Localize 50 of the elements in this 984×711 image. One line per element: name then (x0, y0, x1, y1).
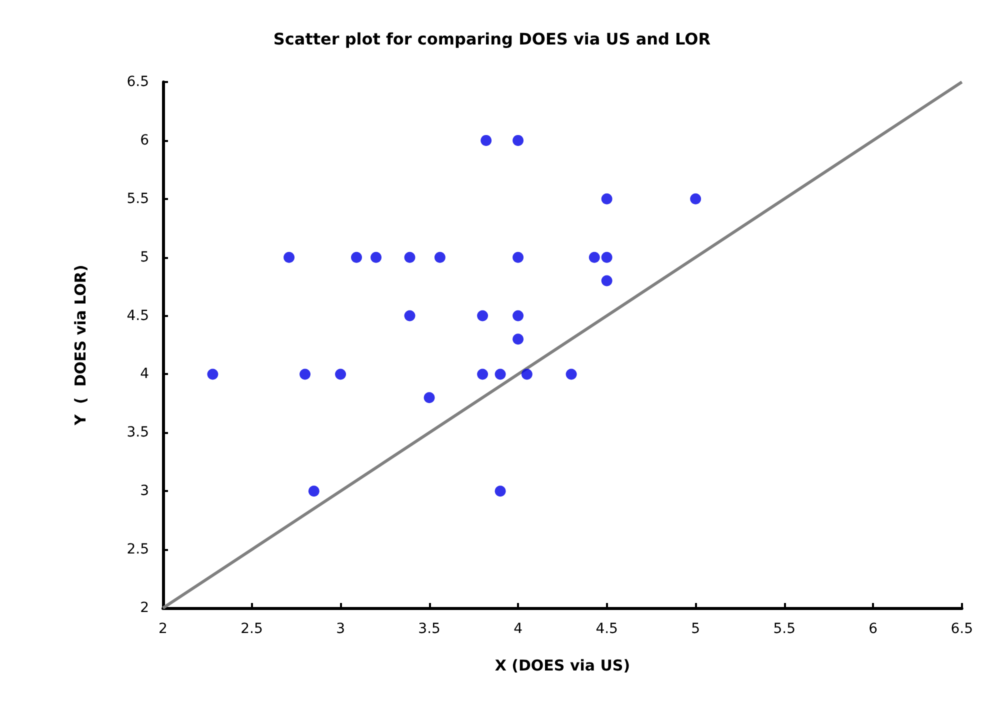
point (512, 252, 524, 263)
point (512, 134, 524, 146)
point (494, 486, 506, 497)
x-tick-label: 6.5 (950, 621, 973, 637)
y-tick-label: 3 (140, 483, 149, 500)
y-tick-label: 5.5 (126, 190, 149, 207)
y-tick-label: 2 (140, 600, 149, 616)
point (424, 392, 435, 404)
point (308, 486, 320, 497)
point (300, 368, 311, 380)
point (690, 193, 702, 204)
x-tick-label: 6 (868, 621, 878, 637)
y-tick-label: 2.5 (126, 542, 149, 558)
point (601, 193, 612, 204)
point (370, 252, 382, 263)
x-tick-label: 4 (514, 621, 523, 637)
point (512, 310, 524, 322)
point (434, 252, 446, 263)
point (480, 134, 492, 146)
y-tick-label: 4.5 (126, 308, 149, 324)
point (351, 252, 362, 263)
point (404, 310, 416, 322)
point (404, 252, 416, 263)
point (207, 368, 218, 380)
point (601, 252, 612, 263)
point (588, 252, 600, 263)
point (601, 275, 612, 286)
x-tick-label: 2.5 (240, 621, 263, 637)
x-tick-label: 4.5 (596, 621, 618, 637)
x-axis-title: X (DOES via US) (494, 656, 630, 674)
point (566, 368, 577, 380)
x-tick-label: 3.5 (418, 621, 440, 637)
y-tick-label: 5 (140, 249, 149, 266)
y-axis-title: Y ( DOES via LOR) (72, 264, 90, 426)
y-tick-label: 6 (140, 132, 150, 148)
point (477, 368, 488, 380)
x-tick-label: 3 (336, 621, 345, 637)
point (335, 368, 346, 380)
y-tick-label: 4 (140, 366, 150, 382)
y-tick-label: 3.5 (126, 424, 149, 441)
chart-title: Scatter plot for comparing DOES via US and LOR (273, 30, 711, 48)
point (477, 310, 488, 322)
y-tick-label: 6.5 (126, 74, 149, 90)
x-tick-label: 2 (158, 621, 168, 637)
point (494, 368, 506, 380)
point (521, 368, 532, 380)
point (284, 252, 295, 263)
x-tick-label: 5.5 (773, 621, 796, 637)
point (512, 334, 524, 345)
x-tick-label: 5 (691, 621, 700, 637)
